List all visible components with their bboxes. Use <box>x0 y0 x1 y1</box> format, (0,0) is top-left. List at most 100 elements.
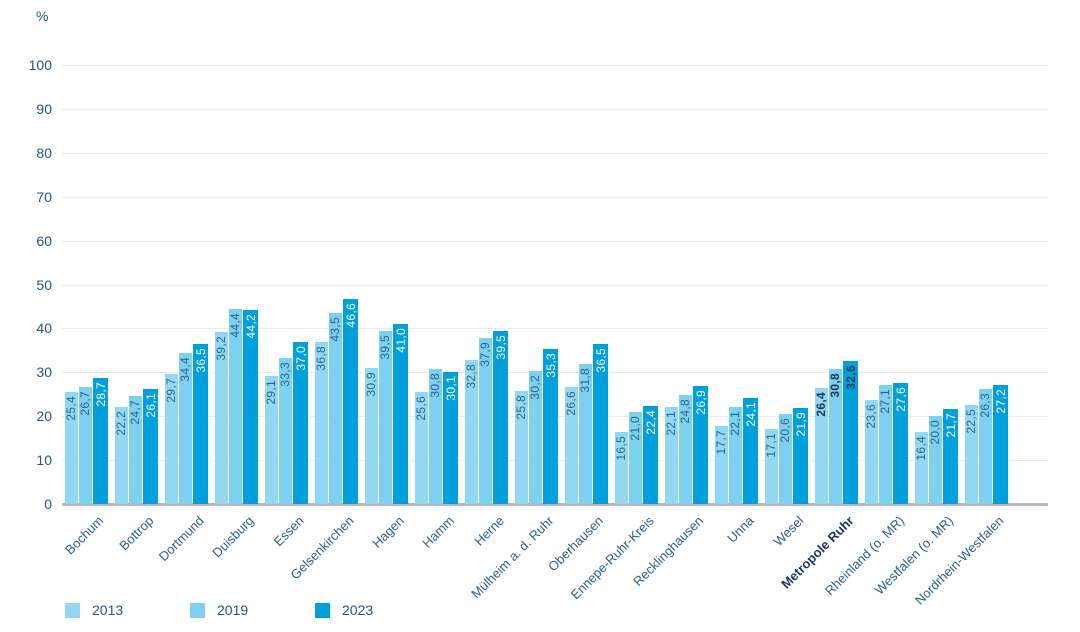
bar-value-label: 30,8 <box>428 372 442 398</box>
bar-value-label: 28,7 <box>93 382 108 407</box>
bar-value-label: 25,8 <box>514 394 528 420</box>
bar-value-label: 41,0 <box>393 328 408 353</box>
bar-2019: 39,5 <box>378 330 392 504</box>
gridline <box>62 152 1048 154</box>
bar-value-label: 46,6 <box>343 303 358 328</box>
bar-value-label: 26,9 <box>693 389 708 415</box>
x-axis-category-label: Bottrop <box>116 513 157 554</box>
bar-2013: 26,4 <box>814 388 828 504</box>
bar-2023: 24,1 <box>743 398 758 504</box>
bar-2023: 35,3 <box>543 349 558 504</box>
bar-2013: 30,9 <box>364 368 378 504</box>
bar-2019: 44,4 <box>228 309 242 504</box>
x-axis-category-label: Bochum <box>62 513 107 558</box>
y-axis-tick-label: 20 <box>36 408 52 425</box>
bar-2013: 16,4 <box>914 432 928 504</box>
bar-value-label: 30,8 <box>828 372 842 398</box>
legend-label: 2023 <box>342 602 374 618</box>
y-axis-unit-label: % <box>36 8 49 24</box>
bar-value-label: 26,1 <box>143 393 158 418</box>
bar-2023: 36,5 <box>193 343 208 504</box>
bar-2023: 39,5 <box>493 330 508 504</box>
bar-value-label: 24,7 <box>128 399 142 425</box>
gridline <box>62 240 1048 242</box>
gridline <box>62 65 1048 66</box>
bar-value-label: 21,7 <box>943 412 958 438</box>
bar-value-label: 30,1 <box>443 375 458 401</box>
bar-2013: 32,8 <box>464 360 478 504</box>
y-axis-tick-label: 90 <box>36 100 52 117</box>
bar-value-label: 21,0 <box>628 415 642 441</box>
bar-2023: 32,6 <box>843 360 858 504</box>
bar-2019: 33,3 <box>278 357 292 504</box>
bar-value-label: 27,2 <box>993 388 1008 414</box>
bar-value-label: 36,8 <box>314 346 328 371</box>
bar-value-label: 32,6 <box>843 364 858 390</box>
gridline <box>62 196 1048 198</box>
x-axis-category-label: Wesel <box>770 513 807 549</box>
bar-2019: 20,0 <box>928 416 942 504</box>
bar-2013: 22,1 <box>664 406 678 504</box>
bar-2023: 37,0 <box>293 341 308 504</box>
bar-value-label: 29,7 <box>164 377 178 403</box>
bar-2013: 25,6 <box>414 391 428 504</box>
bar-2019: 24,8 <box>678 395 692 504</box>
bar-2019: 30,8 <box>828 368 842 504</box>
bar-value-label: 22,5 <box>964 409 978 434</box>
bar-value-label: 21,9 <box>793 411 808 437</box>
bar-2013: 36,8 <box>314 342 328 504</box>
bar-value-label: 25,6 <box>414 395 428 421</box>
bar-value-label: 30,2 <box>528 375 542 400</box>
bar-value-label: 33,3 <box>278 361 292 387</box>
bar-2023: 21,7 <box>943 408 958 504</box>
bar-2023: 21,9 <box>793 407 808 504</box>
bar-value-label: 26,7 <box>78 390 92 416</box>
bar-value-label: 35,3 <box>543 353 558 378</box>
bar-value-label: 32,8 <box>464 364 478 389</box>
bar-value-label: 26,6 <box>564 391 578 416</box>
bar-2023: 41,0 <box>393 324 408 504</box>
bar-value-label: 27,6 <box>893 386 908 412</box>
bar-2023: 26,1 <box>143 389 158 504</box>
legend-swatch <box>190 602 205 618</box>
bar-value-label: 44,4 <box>228 313 242 338</box>
x-axis-category-label: Dortmund <box>155 513 207 564</box>
bar-value-label: 22,2 <box>114 410 128 436</box>
bar-2013: 29,1 <box>264 376 278 504</box>
gridline <box>62 108 1048 110</box>
bar-value-label: 37,9 <box>478 341 492 367</box>
legend-swatch <box>65 602 80 618</box>
bar-2013: 26,6 <box>564 387 578 504</box>
y-axis-tick-label: 40 <box>36 320 52 337</box>
bar-value-label: 29,1 <box>264 380 278 405</box>
bar-value-label: 39,5 <box>378 334 392 360</box>
bar-value-label: 39,2 <box>214 335 228 361</box>
bar-2019: 34,4 <box>178 352 192 504</box>
bar-2019: 21,0 <box>628 411 642 504</box>
bar-2023: 27,2 <box>993 384 1008 504</box>
bar-value-label: 36,5 <box>193 347 208 373</box>
bar-2019: 24,7 <box>128 395 142 504</box>
bar-value-label: 20,0 <box>928 420 942 445</box>
legend-item: 2019 <box>190 602 315 618</box>
bar-2013: 25,8 <box>514 390 528 504</box>
bar-2019: 27,1 <box>878 385 892 504</box>
bar-2019: 30,8 <box>428 368 442 504</box>
bar-2023: 44,2 <box>243 309 258 504</box>
bar-2019: 26,7 <box>78 386 92 504</box>
bar-2019: 22,1 <box>728 406 742 504</box>
bar-value-label: 36,5 <box>593 347 608 373</box>
bar-value-label: 26,4 <box>814 392 828 417</box>
bar-2023: 27,6 <box>893 382 908 504</box>
legend: 2013 2019 2023 <box>65 602 440 618</box>
x-axis-category-label: Duisburg <box>209 513 257 561</box>
bar-2019: 26,3 <box>978 388 992 504</box>
legend-label: 2013 <box>92 602 124 618</box>
bar-2023: 26,9 <box>693 385 708 504</box>
x-axis-category-label: Herne <box>470 513 507 549</box>
gridline <box>62 328 1048 330</box>
bar-2013: 16,5 <box>614 431 628 504</box>
bar-value-label: 22,1 <box>728 410 742 436</box>
bar-2013: 23,6 <box>864 400 878 504</box>
bar-2013: 22,5 <box>964 405 978 504</box>
